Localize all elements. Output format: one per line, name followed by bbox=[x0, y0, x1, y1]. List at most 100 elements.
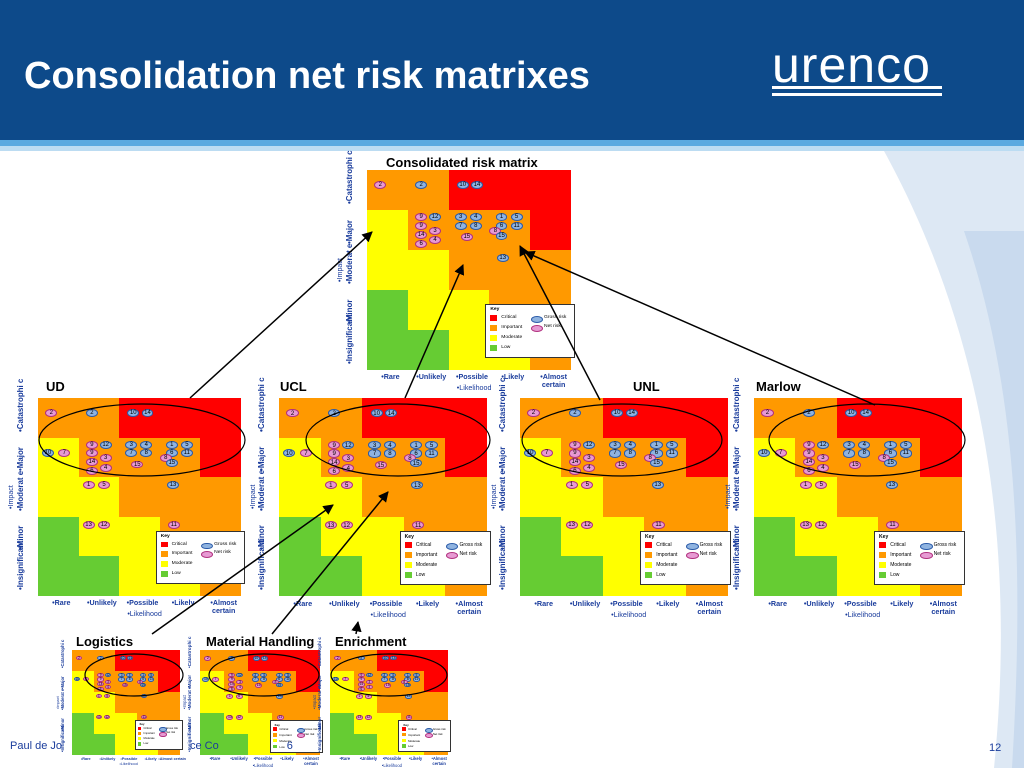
gross-risk-marker: 3 bbox=[118, 672, 125, 677]
net-risk-marker: 9 bbox=[568, 449, 581, 458]
likelihood-label: •Rare bbox=[768, 599, 788, 609]
gross-risk-marker: 4 bbox=[624, 440, 637, 449]
key-label-low: Low bbox=[656, 572, 666, 579]
key-swatch-low bbox=[490, 344, 498, 351]
gross-risk-icon bbox=[296, 727, 305, 733]
matrix-cell-critical bbox=[530, 210, 572, 250]
gross-risk-marker: 4 bbox=[389, 672, 397, 678]
matrix-title-marlow: Marlow bbox=[756, 379, 801, 394]
footer-text: Paul de Jo ce Co 6 bbox=[10, 740, 293, 752]
key-title: Key bbox=[490, 307, 500, 312]
matrix-cell-low bbox=[407, 330, 449, 370]
likelihood-label: •Likely bbox=[144, 757, 157, 762]
link-arrow bbox=[524, 250, 876, 406]
net-risk-marker: 2 bbox=[75, 655, 83, 661]
gross-risk-marker: 8 bbox=[260, 677, 268, 682]
matrix-cell-moderate bbox=[754, 477, 796, 518]
net-risk-icon bbox=[159, 731, 167, 737]
likelihood-label: •Almost certain bbox=[431, 756, 447, 766]
matrix-cell-critical bbox=[445, 437, 488, 478]
key-label-moderate: Moderate bbox=[656, 561, 678, 568]
likelihood-label: •Possible bbox=[253, 756, 273, 762]
matrix-key: Key Critical Important Moderate Low Gross ris… bbox=[398, 720, 452, 753]
net-risk-marker: 1 bbox=[82, 481, 95, 490]
matrix-cell-critical bbox=[489, 170, 531, 210]
matrix-cell-important bbox=[878, 477, 921, 518]
link-arrow bbox=[351, 620, 362, 635]
risk-matrix-marlow: 2 2 10 14 9 12 9 14 3 6 4 3 4 7 8 15 1 5 6 11 8 15 13 10 7 1 5 13 12… bbox=[754, 398, 965, 597]
net-risk-marker: 15 bbox=[121, 683, 128, 688]
key-swatch-moderate bbox=[645, 561, 653, 568]
matrix-cell-important bbox=[159, 477, 201, 518]
key-net-label: Net risk bbox=[432, 732, 443, 737]
key-swatch-critical bbox=[272, 727, 278, 731]
matrix-title-logistics: Logistics bbox=[76, 634, 134, 649]
matrix-cell-low bbox=[200, 734, 224, 755]
header-bar bbox=[0, 0, 1024, 140]
matrix-cell-low bbox=[224, 734, 248, 755]
key-title: Key bbox=[160, 533, 170, 539]
net-risk-marker: 12 bbox=[235, 715, 243, 720]
gross-risk-marker: 8 bbox=[140, 449, 153, 458]
gross-risk-marker: 5 bbox=[180, 440, 193, 449]
urenco-logo: urenco bbox=[772, 37, 931, 93]
gross-risk-marker: 7 bbox=[118, 677, 125, 682]
net-risk-icon bbox=[425, 732, 434, 738]
gross-risk-marker: 14 bbox=[385, 409, 398, 418]
net-risk-marker: 11 bbox=[886, 520, 899, 529]
matrix-cell-moderate bbox=[367, 210, 408, 250]
link-arrow bbox=[189, 231, 373, 399]
likelihood-label: •Unlikely bbox=[230, 756, 248, 762]
matrix-cell-moderate bbox=[115, 734, 138, 755]
matrix-key: Key Critical Important Moderate Low Gross ris… bbox=[269, 720, 324, 753]
gross-risk-marker: 1 bbox=[404, 672, 412, 678]
gross-risk-marker: 13 bbox=[885, 481, 898, 490]
matrix-cell-important bbox=[403, 477, 446, 518]
key-gross-label: Gross risk bbox=[432, 727, 446, 732]
net-risk-marker: 7 bbox=[341, 676, 349, 682]
key-label-critical: Critical bbox=[143, 726, 152, 730]
net-risk-marker: 7 bbox=[212, 676, 220, 682]
key-label-important: Important bbox=[171, 551, 193, 557]
gross-risk-marker: 10 bbox=[74, 676, 81, 682]
likelihood-label: •Unlikely bbox=[99, 757, 116, 762]
matrix-cell-important bbox=[407, 210, 449, 250]
matrix-cell-low bbox=[561, 556, 604, 597]
net-risk-marker: 12 bbox=[340, 520, 353, 529]
net-risk-marker: 15 bbox=[384, 683, 392, 688]
gross-risk-marker: 14 bbox=[261, 655, 269, 661]
key-label-important: Important bbox=[143, 731, 155, 735]
likelihood-label: •Likely bbox=[890, 599, 914, 609]
header-stripe bbox=[0, 140, 1024, 146]
gross-risk-marker: 11 bbox=[510, 222, 523, 230]
risk-matrix-logistics: 2 2 10 14 9 12 9 14 3 6 4 3 4 7 8 15 1 5 6 11 8 15 13 10 7 1 5 13 12… bbox=[72, 650, 183, 755]
net-risk-marker: 14 bbox=[568, 458, 581, 467]
key-swatch-low bbox=[645, 572, 653, 579]
gross-risk-marker: 11 bbox=[425, 449, 438, 458]
likelihood-axis-label: •Likelihood bbox=[252, 763, 274, 768]
likelihood-label: •Unlikely bbox=[359, 756, 378, 762]
matrix-cell-critical bbox=[685, 398, 728, 438]
matrix-cell-important bbox=[200, 650, 224, 671]
net-risk-marker: 13 bbox=[324, 520, 337, 529]
key-label-critical: Critical bbox=[415, 541, 432, 548]
gross-risk-marker: 12 bbox=[99, 440, 112, 449]
key-swatch-important bbox=[272, 733, 278, 737]
matrix-title-ucl: UCL bbox=[280, 379, 307, 394]
net-risk-marker: 11 bbox=[141, 715, 148, 720]
logo-underline bbox=[772, 93, 942, 96]
net-risk-marker: 9 bbox=[85, 440, 98, 449]
key-title: Key bbox=[139, 723, 145, 727]
matrix-cell-low bbox=[330, 734, 354, 755]
matrix-cell-moderate bbox=[72, 671, 94, 692]
gross-risk-marker: 6 bbox=[884, 449, 897, 458]
gross-risk-marker: 4 bbox=[469, 213, 482, 222]
net-risk-marker: 9 bbox=[97, 677, 104, 682]
gross-risk-marker: 10 bbox=[381, 655, 389, 661]
net-risk-marker: 3 bbox=[342, 454, 355, 463]
matrix-cell-moderate bbox=[520, 437, 562, 478]
gross-risk-marker: 12 bbox=[236, 672, 244, 678]
gross-risk-marker: 3 bbox=[251, 672, 259, 678]
risk-matrix-unl: 2 2 10 14 9 12 9 14 3 6 4 3 4 7 8 15 1 5 6 11 8 15 13 10 7 1 5 13 12… bbox=[520, 398, 731, 597]
gross-risk-marker: 5 bbox=[665, 440, 678, 449]
